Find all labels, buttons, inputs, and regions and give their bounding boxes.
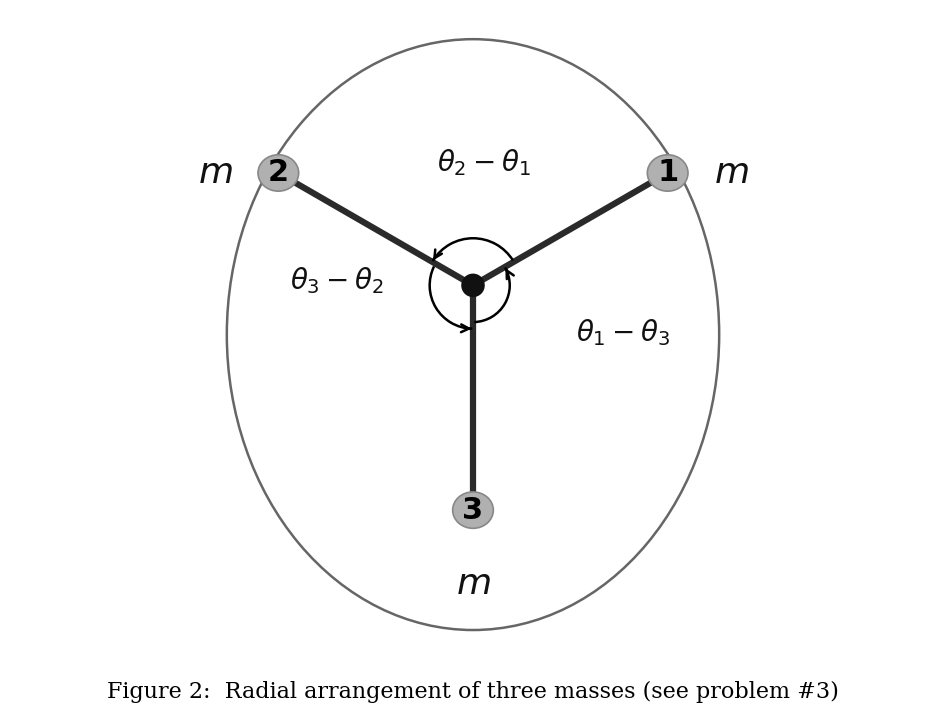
Ellipse shape bbox=[258, 155, 299, 191]
Text: $\theta_3 - \theta_2$: $\theta_3 - \theta_2$ bbox=[289, 266, 383, 296]
Text: 3: 3 bbox=[463, 496, 483, 525]
Circle shape bbox=[462, 273, 484, 297]
Text: $m$: $m$ bbox=[456, 567, 490, 601]
Text: $\theta_1 - \theta_3$: $\theta_1 - \theta_3$ bbox=[576, 317, 670, 348]
Ellipse shape bbox=[453, 492, 493, 528]
Text: Figure 2:  Radial arrangement of three masses (see problem #3): Figure 2: Radial arrangement of three ma… bbox=[107, 681, 839, 703]
Text: 1: 1 bbox=[657, 159, 678, 187]
Text: $\theta_2 - \theta_1$: $\theta_2 - \theta_1$ bbox=[437, 147, 531, 178]
Ellipse shape bbox=[647, 155, 688, 191]
Text: $m$: $m$ bbox=[713, 156, 748, 190]
Text: 2: 2 bbox=[268, 159, 289, 187]
Text: $m$: $m$ bbox=[198, 156, 233, 190]
